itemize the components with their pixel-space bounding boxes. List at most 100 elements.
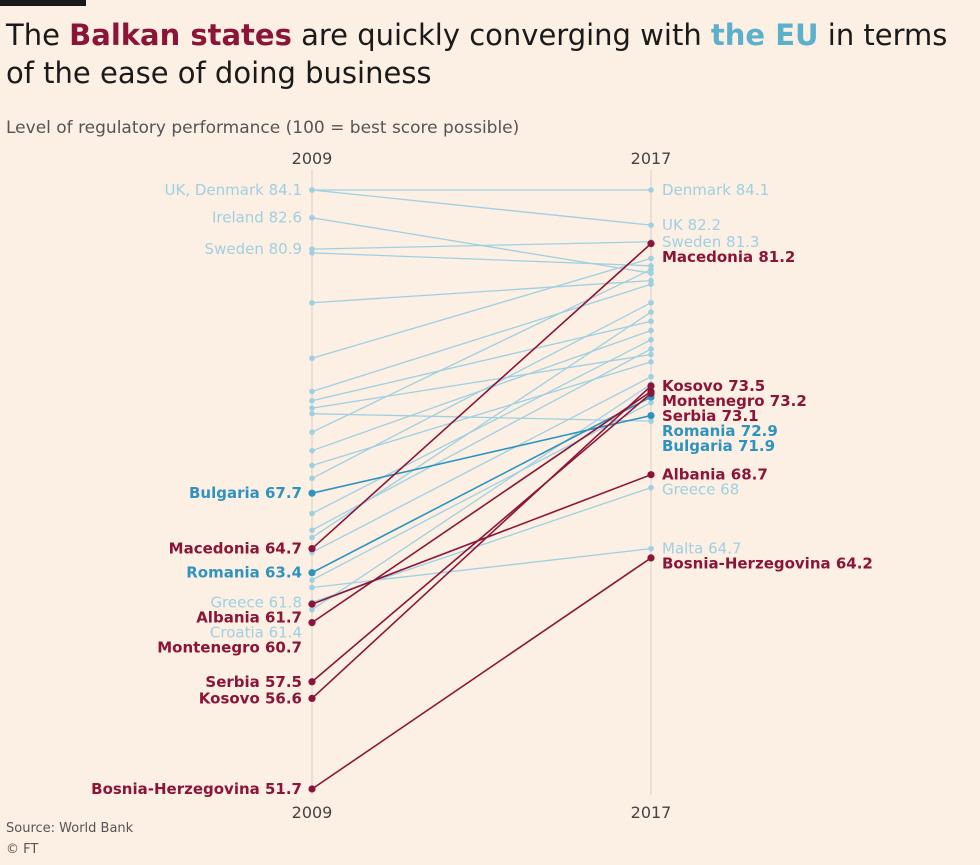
slope-line-eu-member-25 xyxy=(311,339,652,515)
point-uk-2009-9 xyxy=(309,187,315,193)
label-left-croatia-61-4: Croatia 61.4 xyxy=(210,623,302,641)
point-serbia-2017-3 xyxy=(647,389,655,397)
point-eu-member-2009-16 xyxy=(309,299,315,306)
point-eu-member-2017-18 xyxy=(648,281,654,288)
slope-line-croatia-13 xyxy=(311,383,652,611)
point-eu-member-2017-20 xyxy=(648,351,654,358)
title-eu-highlight: the EU xyxy=(710,18,819,52)
year-label-2017-top: 2017 xyxy=(631,149,672,168)
point-macedonia-2017-0 xyxy=(647,240,655,248)
point-croatia-2009-13 xyxy=(309,606,315,613)
label-right-serbia-73-1: Serbia 73.1 xyxy=(662,407,759,425)
slope-line-eu-member-21 xyxy=(311,268,652,433)
label-left-bulgaria-67-7: Bulgaria 67.7 xyxy=(189,484,302,502)
label-left-greece-61-8: Greece 61.8 xyxy=(210,593,302,611)
point-macedonia-2009-0 xyxy=(308,545,316,553)
slope-line-eu-member-23 xyxy=(311,361,652,467)
slope-line-eu-member-20 xyxy=(311,353,652,409)
label-left-ireland-82-6: Ireland 82.6 xyxy=(212,209,302,227)
label-right-sweden-81-3: Sweden 81.3 xyxy=(662,233,759,251)
point-malta-2017-14 xyxy=(648,545,654,552)
slope-line-montenegro-2 xyxy=(311,390,652,624)
point-eu-member-2009-15 xyxy=(309,250,315,256)
label-left-romania-63-4: Romania 63.4 xyxy=(186,564,302,582)
point-eu-member-2009-19 xyxy=(309,397,315,404)
label-right-macedonia-81-2: Macedonia 81.2 xyxy=(662,248,795,266)
label-left-macedonia-64-7: Macedonia 64.7 xyxy=(169,540,302,558)
point-eu-member-2017-24 xyxy=(648,299,654,306)
year-label-2017-bottom: 2017 xyxy=(631,803,672,822)
point-montenegro-2009-2 xyxy=(308,619,316,627)
point-eu-member-2017-27 xyxy=(648,309,654,315)
label-left-bosnia-herzegovina-51-7: Bosnia-Herzegovina 51.7 xyxy=(91,780,302,798)
point-eu-member-2017-29 xyxy=(648,399,654,406)
slope-line-serbia-3 xyxy=(311,392,652,683)
slope-line-romania-6 xyxy=(311,396,652,574)
point-albania-2009-4 xyxy=(308,600,316,608)
label-left-serbia-57-5: Serbia 57.5 xyxy=(205,673,302,691)
point-greece-2017-12 xyxy=(648,484,654,491)
copyright-note: © FT xyxy=(6,842,39,857)
point-eu-member-2017-25 xyxy=(648,336,654,343)
point-eu-member-2017-21 xyxy=(648,266,654,273)
slope-line-macedonia-0 xyxy=(311,243,652,550)
slope-line-bulgaria-7 xyxy=(311,414,652,494)
title-balkan-highlight: Balkan states xyxy=(69,18,292,52)
point-ireland-2009-10 xyxy=(309,214,315,221)
label-right-bosnia-herzegovina-64-2: Bosnia-Herzegovina 64.2 xyxy=(662,555,873,573)
slope-line-malta-14 xyxy=(311,548,652,589)
highlight-lines-group xyxy=(308,393,655,577)
point-kosovo-2009-1 xyxy=(308,694,316,703)
slope-line-eu-member-17 xyxy=(311,257,652,359)
point-eu-member-2017-22 xyxy=(648,327,654,334)
slope-line-eu-member-24 xyxy=(311,302,652,479)
label-right-uk-82-2: UK 82.2 xyxy=(662,216,721,234)
slope-line-eu-member-28 xyxy=(311,376,652,553)
point-eu-member-2009-26 xyxy=(309,527,315,533)
label-right-bulgaria-71-9: Bulgaria 71.9 xyxy=(662,437,775,455)
slope-line-eu-member-15 xyxy=(311,252,652,267)
point-eu-member-2009-27 xyxy=(309,534,315,541)
chart-subtitle: Level of regulatory performance (100 = b… xyxy=(6,118,520,138)
point-uk-2017-9 xyxy=(648,222,654,228)
title-part-2: are quickly converging with xyxy=(291,18,711,52)
slope-line-albania-4 xyxy=(311,473,652,605)
label-right-malta-64-7: Malta 64.7 xyxy=(662,540,742,558)
slope-line-uk-9 xyxy=(311,189,652,226)
source-note: Source: World Bank xyxy=(6,821,134,836)
point-eu-member-2009-24 xyxy=(309,475,315,482)
slope-line-eu-member-16 xyxy=(311,279,652,304)
point-denmark-2017-8 xyxy=(648,187,654,193)
point-eu-member-2009-30 xyxy=(309,410,315,417)
point-eu-member-2017-30 xyxy=(648,418,654,424)
label-right-greece-68: Greece 68 xyxy=(662,481,739,499)
slope-line-eu-member-18 xyxy=(311,283,652,393)
label-left-sweden-80-9: Sweden 80.9 xyxy=(205,240,302,258)
point-malta-2009-14 xyxy=(309,584,315,591)
label-right-romania-72-9: Romania 72.9 xyxy=(662,422,778,440)
slope-line-eu-member-30 xyxy=(311,413,652,422)
year-label-2009-top: 2009 xyxy=(292,149,333,168)
point-bosnia-herzegovina-2017-5 xyxy=(647,554,655,562)
point-serbia-2009-3 xyxy=(308,678,316,686)
slope-line-kosovo-1 xyxy=(311,385,652,699)
slope-line-eu-member-29 xyxy=(311,402,652,581)
slope-line-eu-member-27 xyxy=(311,311,652,539)
point-albania-2017-4 xyxy=(647,471,655,479)
point-eu-member-2017-23 xyxy=(648,359,654,365)
balkan-lines-group xyxy=(308,240,655,793)
label-left-albania-61-7: Albania 61.7 xyxy=(196,608,302,626)
point-bulgaria-2009-7 xyxy=(308,489,316,497)
slope-line-bosnia-herzegovina-5 xyxy=(311,557,652,790)
point-romania-2009-6 xyxy=(308,569,316,577)
label-left-montenegro-60-7: Montenegro 60.7 xyxy=(157,638,302,656)
point-eu-member-2009-25 xyxy=(309,510,315,517)
title-part-3: in terms of the ease of doing business xyxy=(6,18,948,90)
point-eu-member-2009-29 xyxy=(309,577,315,583)
label-right-montenegro-73-2: Montenegro 73.2 xyxy=(662,392,807,410)
point-eu-member-2009-22 xyxy=(309,447,315,454)
point-eu-member-2009-21 xyxy=(309,429,315,435)
point-eu-member-2017-19 xyxy=(648,318,654,325)
point-eu-member-2009-18 xyxy=(309,388,315,395)
